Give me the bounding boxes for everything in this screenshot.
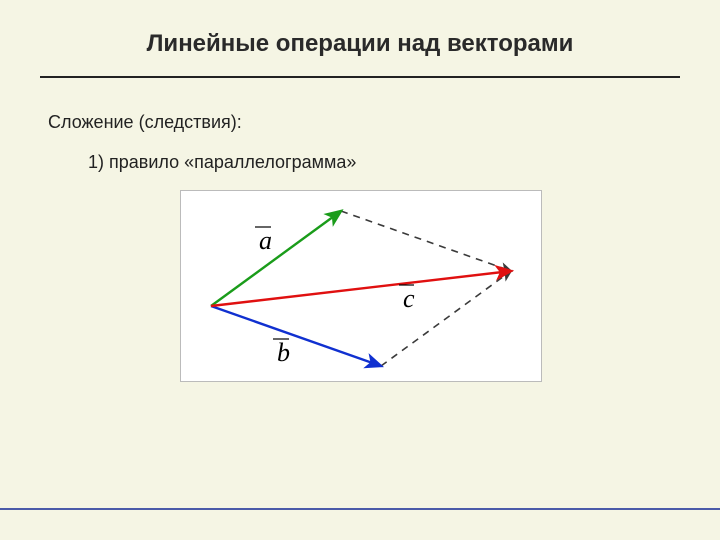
- page-title: Линейные операции над векторами: [0, 30, 720, 58]
- list-item-1: 1) правило «параллелограмма»: [88, 152, 356, 173]
- parallelogram-diagram: a b c: [180, 190, 542, 382]
- dashed-b-prime: [341, 211, 511, 271]
- vector-b: [211, 306, 381, 366]
- bottom-rule: [0, 508, 720, 510]
- vector-a: [211, 211, 341, 306]
- label-c: c: [403, 284, 415, 313]
- label-b: b: [277, 338, 290, 367]
- vector-c: [211, 271, 511, 306]
- top-rule: [40, 76, 680, 78]
- subtitle-text: Сложение (следствия):: [48, 112, 242, 133]
- diagram-svg: a b c: [181, 191, 541, 381]
- label-a: a: [259, 226, 272, 255]
